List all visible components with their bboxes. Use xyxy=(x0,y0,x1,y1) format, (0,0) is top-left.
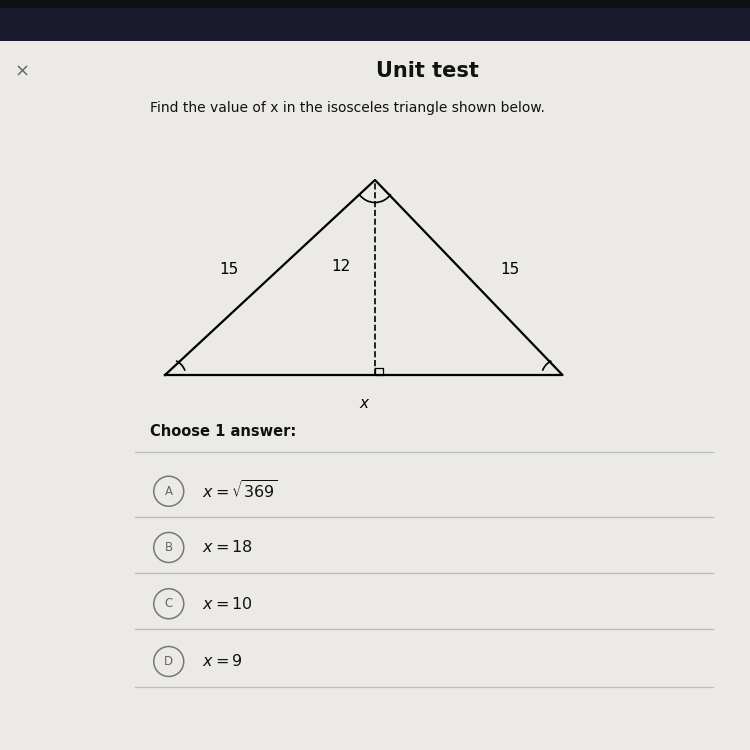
Text: $x = 10$: $x = 10$ xyxy=(202,596,254,612)
FancyBboxPatch shape xyxy=(0,0,750,41)
Text: ×: × xyxy=(15,62,30,80)
FancyBboxPatch shape xyxy=(0,0,750,8)
Text: C: C xyxy=(165,597,172,610)
Text: B: B xyxy=(165,541,172,554)
Text: Unit: Geometry: Unit: Geometry xyxy=(626,14,728,27)
Text: A: A xyxy=(165,484,172,498)
Text: Find the value of x in the isosceles triangle shown below.: Find the value of x in the isosceles tri… xyxy=(150,101,544,115)
Text: Choose 1 answer:: Choose 1 answer: xyxy=(150,424,296,439)
Text: 12: 12 xyxy=(332,259,351,274)
Text: x: x xyxy=(359,396,368,411)
Text: $x = 9$: $x = 9$ xyxy=(202,653,243,670)
Text: Unit test: Unit test xyxy=(376,62,479,81)
Text: $x = \sqrt{369}$: $x = \sqrt{369}$ xyxy=(202,480,278,502)
Text: 15: 15 xyxy=(219,262,239,278)
Text: 15: 15 xyxy=(500,262,520,278)
Text: D: D xyxy=(164,655,173,668)
Text: $x = 18$: $x = 18$ xyxy=(202,539,254,556)
